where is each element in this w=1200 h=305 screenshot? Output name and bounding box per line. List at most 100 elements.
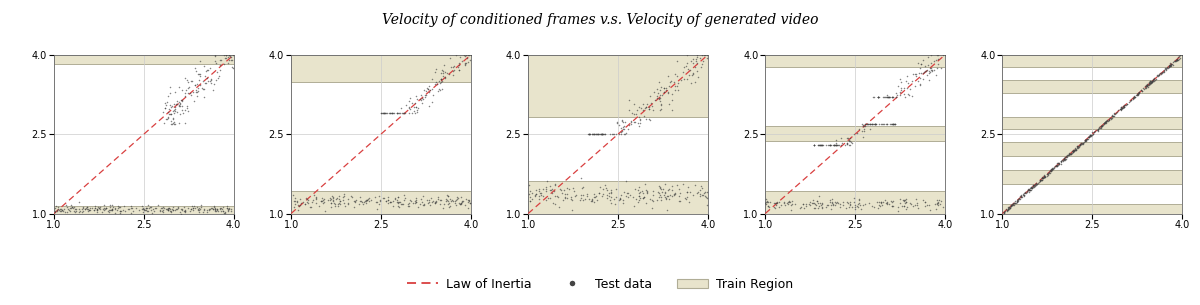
Point xyxy=(644,89,664,94)
Point xyxy=(460,198,479,203)
Point xyxy=(101,203,120,208)
Point xyxy=(112,208,131,213)
Point xyxy=(1068,144,1087,149)
Point xyxy=(1042,168,1061,173)
Point xyxy=(174,205,193,210)
Point xyxy=(64,206,83,211)
Point xyxy=(1080,134,1099,139)
Point xyxy=(1002,203,1021,208)
Point xyxy=(908,200,928,205)
Point xyxy=(1136,84,1156,89)
Point xyxy=(876,121,895,126)
Point xyxy=(792,204,811,209)
Point xyxy=(1037,172,1056,177)
Point xyxy=(1039,173,1058,178)
Point xyxy=(662,107,682,112)
Point xyxy=(838,142,857,146)
Point xyxy=(1038,171,1057,176)
Point xyxy=(394,111,413,116)
Point xyxy=(338,200,358,205)
Point xyxy=(103,207,122,212)
Point xyxy=(1094,120,1114,125)
Point xyxy=(854,127,874,132)
Point xyxy=(1171,52,1190,57)
Point xyxy=(593,132,612,137)
Point xyxy=(78,206,97,211)
Point xyxy=(683,72,702,77)
Point xyxy=(161,209,180,214)
Point xyxy=(139,205,158,210)
Point xyxy=(1070,142,1090,147)
Point xyxy=(158,206,178,211)
Point xyxy=(1049,162,1068,167)
Point xyxy=(1074,140,1093,145)
Point xyxy=(542,186,562,191)
Point xyxy=(601,201,620,206)
Point xyxy=(374,111,394,116)
Point xyxy=(89,205,108,210)
Point xyxy=(380,199,400,204)
Point xyxy=(440,203,460,208)
Point xyxy=(1032,176,1051,181)
Point xyxy=(1014,193,1033,198)
Point xyxy=(1010,194,1030,199)
Point xyxy=(414,203,433,208)
Point xyxy=(335,193,354,198)
Point xyxy=(458,206,478,210)
Point xyxy=(920,66,940,71)
Point xyxy=(580,132,599,137)
Point xyxy=(191,207,210,212)
Point xyxy=(887,95,906,100)
Point xyxy=(796,202,815,206)
Point xyxy=(420,203,439,208)
Point xyxy=(190,206,209,211)
Point xyxy=(811,142,830,147)
Point xyxy=(306,195,325,200)
Point xyxy=(205,204,224,209)
Point xyxy=(288,199,307,204)
Point xyxy=(342,194,361,199)
Point xyxy=(347,198,366,203)
Point xyxy=(767,203,786,207)
Point xyxy=(635,194,654,199)
Point xyxy=(322,201,341,206)
Point xyxy=(670,187,689,192)
Point xyxy=(388,111,407,116)
Point xyxy=(1111,107,1130,112)
Point xyxy=(323,198,342,203)
Point xyxy=(668,80,688,85)
Point xyxy=(161,209,180,213)
Point xyxy=(679,185,698,189)
Point xyxy=(895,203,914,208)
Point xyxy=(1060,152,1079,157)
Point xyxy=(325,201,344,206)
Point xyxy=(557,196,576,200)
Point xyxy=(158,208,178,213)
Point xyxy=(216,210,235,215)
Point xyxy=(1014,191,1033,196)
Point xyxy=(1145,78,1164,83)
Point xyxy=(158,110,178,115)
Point xyxy=(1070,142,1090,146)
Point xyxy=(1075,138,1094,143)
Point xyxy=(1100,118,1120,123)
Point xyxy=(929,203,948,208)
Point xyxy=(1105,111,1124,116)
Point xyxy=(175,208,194,213)
Point xyxy=(610,198,629,203)
Text: Velocity of conditioned frames v.s. Velocity of generated video: Velocity of conditioned frames v.s. Velo… xyxy=(382,13,818,27)
Point xyxy=(811,142,830,147)
Point xyxy=(696,189,715,194)
Point xyxy=(1073,142,1092,146)
Point xyxy=(389,200,408,205)
Point xyxy=(1170,54,1189,59)
Point xyxy=(853,123,872,127)
Point xyxy=(380,200,400,205)
Point xyxy=(175,120,194,125)
Point xyxy=(928,65,947,70)
Point xyxy=(193,209,212,214)
Point xyxy=(828,142,847,147)
Point xyxy=(1043,166,1062,170)
Point xyxy=(179,90,198,95)
Point xyxy=(1026,183,1045,188)
